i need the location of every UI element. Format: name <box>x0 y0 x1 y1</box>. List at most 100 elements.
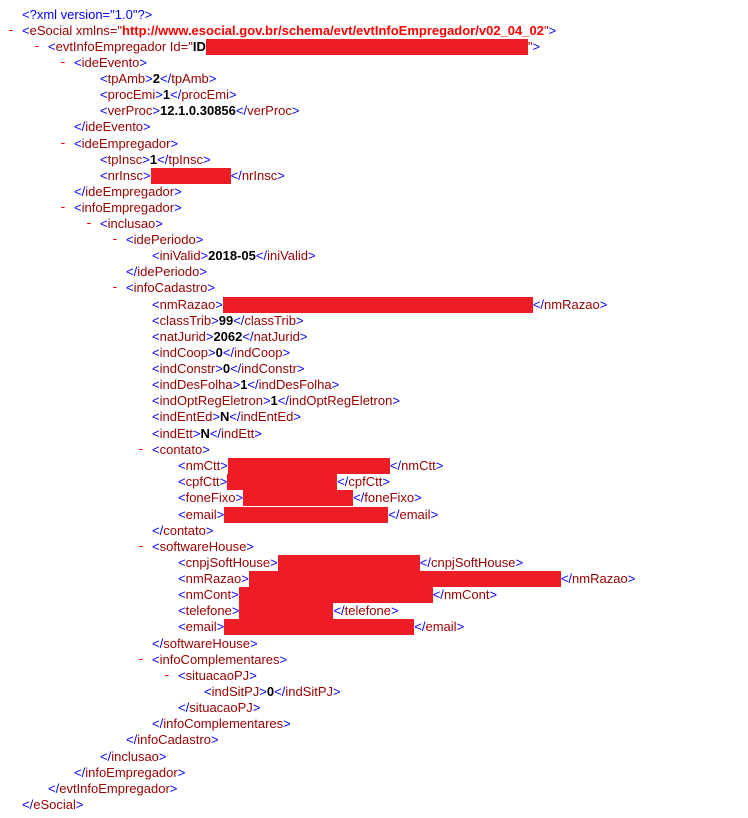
xml-bracket: < <box>178 490 186 505</box>
xml-bracket: > <box>283 716 291 731</box>
collapse-toggle[interactable]: - <box>59 55 67 70</box>
xml-tag-name: idePeriodo <box>137 264 200 279</box>
xml-line: <idePeriodo> <box>126 232 203 248</box>
xml-bracket: > <box>254 426 262 441</box>
xml-tag-name: nmCont <box>185 587 232 602</box>
xml-tag-name: contato <box>163 523 206 538</box>
xml-bracket: < <box>152 345 160 360</box>
collapse-toggle[interactable]: - <box>137 652 145 667</box>
xml-bracket: </ <box>74 184 86 199</box>
xml-bracket: < <box>178 619 186 634</box>
xml-bracket: > <box>220 458 228 473</box>
collapse-toggle[interactable]: - <box>111 280 119 295</box>
xml-bracket: > <box>174 184 182 199</box>
xml-tag-name: eSocial <box>33 797 76 812</box>
xml-bracket: < <box>126 280 134 295</box>
xml-bracket: < <box>178 603 186 618</box>
xml-tag-name: indOptRegEletron <box>159 393 263 408</box>
xml-line: <evtInfoEmpregador Id="ID "> <box>48 39 540 55</box>
xml-bracket: </ <box>22 797 34 812</box>
xml-tag-name: situacaoPJ <box>189 700 253 715</box>
xml-tag-name: indEntEd <box>240 409 294 424</box>
xml-tag-name: nmRazao <box>159 297 216 312</box>
collapse-toggle[interactable]: - <box>59 200 67 215</box>
xml-bracket: > <box>390 603 399 618</box>
collapse-toggle[interactable]: - <box>137 539 145 554</box>
xml-tag-name: nmCtt <box>185 458 221 473</box>
xml-line: <verProc>12.1.0.30856</verProc> <box>100 103 300 119</box>
redaction-block <box>227 474 338 490</box>
xml-bracket: > <box>202 442 210 457</box>
xml-tag-name: tpInsc <box>107 152 143 167</box>
collapse-toggle[interactable]: - <box>111 232 119 247</box>
xml-bracket: </ <box>274 684 286 699</box>
xml-line: <indDesFolha>1</indDesFolha> <box>152 377 339 393</box>
xml-text-value: 1 <box>162 87 171 102</box>
xml-tag-name: foneFixo <box>364 490 415 505</box>
xml-bracket: > <box>293 409 301 424</box>
xml-bracket: > <box>174 200 182 215</box>
xml-tag-name: tpAmb <box>171 71 209 86</box>
xml-tag-name: indCoop <box>159 345 209 360</box>
xml-bracket: > <box>177 765 186 780</box>
xml-text-value: 2018-05 <box>208 248 256 263</box>
xml-tag-name: softwareHouse <box>159 539 247 554</box>
xml-tag-name: indEtt <box>159 426 193 441</box>
xml-bracket: > <box>331 377 340 392</box>
collapse-toggle[interactable]: - <box>33 39 41 54</box>
xml-bracket: < <box>204 684 212 699</box>
xml-tag-name: nrInsc <box>107 168 143 183</box>
xml-tag-name: indConstr <box>241 361 297 376</box>
collapse-toggle[interactable]: - <box>85 216 93 231</box>
xml-bracket: < <box>178 571 186 586</box>
xml-bracket: </ <box>209 426 222 441</box>
xml-tag-name: verProc <box>107 103 153 118</box>
xml-bracket: </ <box>235 103 248 118</box>
xml-bracket: > <box>291 103 300 118</box>
xml-bracket: < <box>152 652 160 667</box>
collapse-toggle[interactable]: - <box>7 23 15 38</box>
xml-bracket: </ <box>157 152 169 167</box>
xml-tag-name: infoCadastro <box>133 280 208 295</box>
xml-line: <tpInsc>1</tpInsc> <box>100 152 211 168</box>
xml-line: <softwareHouse> <box>152 539 254 555</box>
xml-bracket: < <box>100 87 108 102</box>
xml-bracket: > <box>235 490 244 505</box>
xml-tag-name: indDesFolha <box>159 377 233 392</box>
xml-bracket: > <box>143 119 151 134</box>
xml-bracket: > <box>246 539 254 554</box>
xml-bracket: < <box>152 426 160 441</box>
xml-tag-name: email <box>425 619 457 634</box>
xml-tag-name: cnpjSoftHouse <box>430 555 516 570</box>
xml-tag-name: tpInsc <box>168 152 204 167</box>
xml-attribute: xmlns=" <box>72 23 122 38</box>
xml-bracket: < <box>178 555 186 570</box>
xml-tag-name: telefone <box>344 603 391 618</box>
xml-line: <indCoop>0</indCoop> <box>152 345 290 361</box>
xml-bracket: > <box>142 152 150 167</box>
redaction-block <box>224 619 415 635</box>
xml-bracket: < <box>152 329 160 344</box>
xml-bracket: > <box>216 619 225 634</box>
xml-tag-name: eSocial <box>29 23 73 38</box>
xml-tag-name: nrInsc <box>241 168 278 183</box>
collapse-toggle[interactable]: - <box>59 136 67 151</box>
xml-bracket: < <box>74 200 82 215</box>
xml-bracket: > <box>152 103 160 118</box>
collapse-toggle[interactable]: - <box>137 442 145 457</box>
xml-line: </evtInfoEmpregador> <box>48 781 177 797</box>
xml-text-value: 1 <box>270 393 278 408</box>
xml-tag-name: email <box>399 507 431 522</box>
xml-line: </contato> <box>152 523 213 539</box>
xml-text-value: 99 <box>218 313 234 328</box>
collapse-toggle[interactable]: - <box>163 668 171 683</box>
xml-line: </ideEvento> <box>74 119 151 135</box>
xml-text-value: 0 <box>266 684 275 699</box>
xml-tag-name: indEntEd <box>159 409 213 424</box>
xml-bracket: > <box>170 136 179 151</box>
xml-line: </ideEmpregador> <box>74 184 182 200</box>
xml-bracket: < <box>152 377 160 392</box>
xml-bracket: </ <box>414 619 426 634</box>
xml-bracket: </ <box>126 732 138 747</box>
xml-bracket: > <box>392 393 400 408</box>
